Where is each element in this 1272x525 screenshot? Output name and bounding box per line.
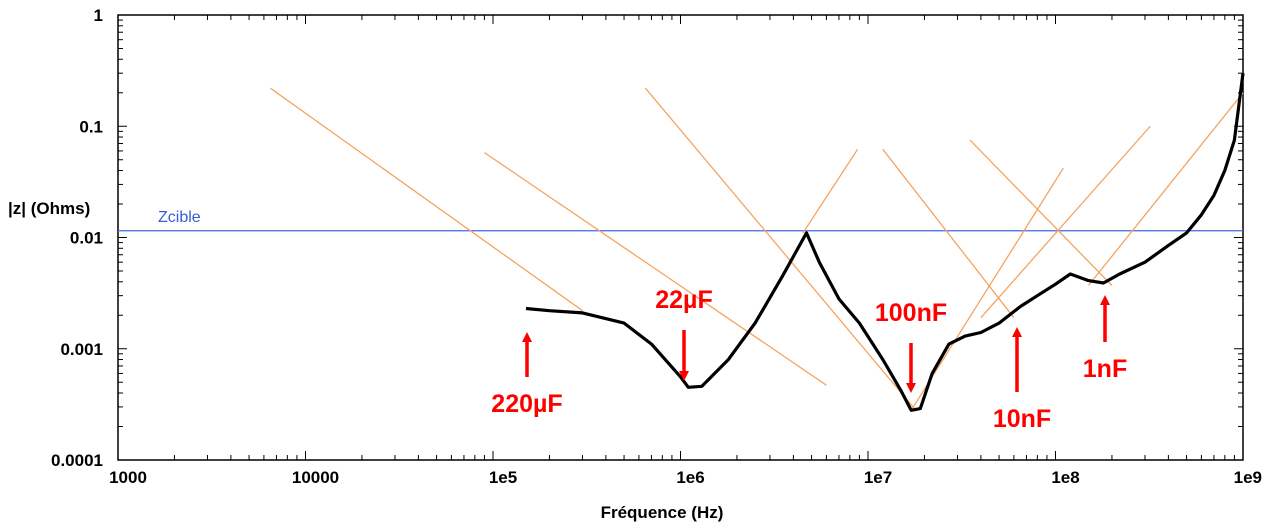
target-impedance-label: Zcible — [158, 209, 201, 226]
capacitor-impedance-line — [910, 167, 1064, 411]
x-axis-title: Fréquence (Hz) — [601, 503, 724, 522]
y-tick-label: 0.001 — [60, 340, 103, 359]
annotation-label: 220µF — [491, 390, 562, 418]
y-tick-label: 1 — [94, 6, 103, 25]
annotation-label: 10nF — [993, 405, 1051, 433]
capacitor-impedance-line — [969, 139, 1113, 286]
y-tick-label: 0.0001 — [51, 451, 103, 470]
capacitor-impedance-line — [1087, 92, 1244, 286]
x-tick-label: 10000 — [292, 468, 339, 487]
capacitor-impedance-line — [644, 87, 917, 411]
y-tick-label: 0.1 — [79, 117, 103, 136]
annotation-label: 100nF — [875, 299, 947, 327]
annotation-label: 22µF — [655, 286, 712, 314]
y-tick-label: 0.01 — [70, 229, 103, 248]
x-tick-label: 1e8 — [1051, 468, 1079, 487]
plot-frame — [117, 14, 1244, 461]
x-tick-label: 1e9 — [1234, 468, 1262, 487]
total-impedance-curve — [525, 72, 1245, 412]
x-tick-label: 1000 — [109, 468, 147, 487]
capacitor-impedance-line — [484, 152, 827, 386]
capacitor-impedance-line — [980, 125, 1151, 319]
annotation-label: 1nF — [1083, 355, 1127, 383]
x-tick-label: 1e6 — [676, 468, 704, 487]
y-axis-title: |z| (Ohms) — [8, 199, 90, 218]
x-tick-label: 1e5 — [489, 468, 517, 487]
x-tick-label: 1e7 — [864, 468, 892, 487]
capacitor-impedance-line — [270, 87, 583, 312]
capacitor-impedance-line — [882, 148, 1015, 319]
capacitor-impedance-line — [802, 148, 859, 234]
